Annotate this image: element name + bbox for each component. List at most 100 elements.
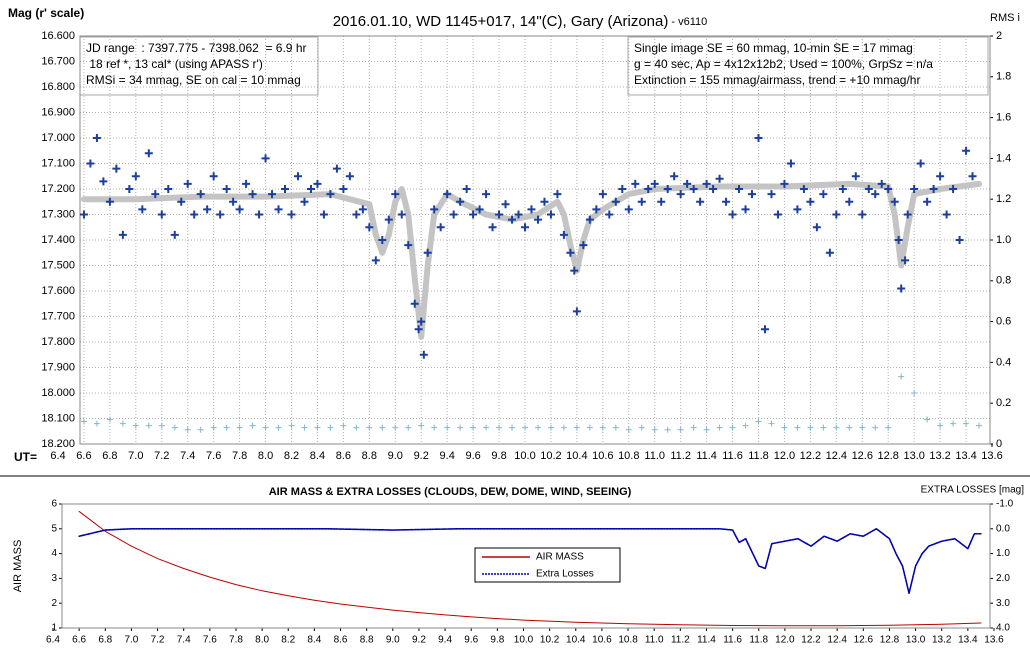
data-point <box>936 172 945 181</box>
data-point <box>851 172 860 181</box>
data-point <box>894 236 903 244</box>
data-point <box>340 422 347 429</box>
x-tick-label: 8.6 <box>334 635 348 646</box>
data-point <box>509 424 516 431</box>
x-tick-label: 9.2 <box>412 635 426 646</box>
data-point <box>197 426 204 433</box>
data-point <box>105 197 114 206</box>
data-point <box>625 426 632 433</box>
data-point <box>690 424 697 431</box>
x-tick-label: 12.0 <box>775 635 795 646</box>
data-line <box>78 528 982 595</box>
x-tick-label: 11.2 <box>671 635 690 646</box>
x-tick-label: 8.4 <box>310 450 325 462</box>
data-point <box>274 205 283 214</box>
title-version: - v6110 <box>668 16 707 28</box>
data-point <box>138 205 147 214</box>
data-point <box>924 416 931 423</box>
x-tick-label: 8.4 <box>307 635 321 646</box>
x-tick-label: 9.8 <box>490 635 504 646</box>
x-tick-label: 9.4 <box>438 635 452 646</box>
y2-tick-label: 0.4 <box>996 356 1011 368</box>
data-point <box>683 179 692 188</box>
data-point <box>235 205 244 214</box>
data-point <box>950 420 957 427</box>
x-tick-label: 10.2 <box>540 450 561 462</box>
x-tick-label: 8.2 <box>281 635 295 646</box>
data-point <box>533 215 542 224</box>
x-tick-label: 8.8 <box>360 635 374 646</box>
data-point <box>301 424 308 431</box>
data-point <box>903 210 912 219</box>
data-point <box>216 210 225 219</box>
data-point <box>812 223 821 232</box>
data-point <box>391 190 400 199</box>
x-tick-label: 6.4 <box>50 450 65 462</box>
data-point <box>546 210 555 219</box>
data-point <box>579 241 588 250</box>
y-tick-label: 18.000 <box>41 387 75 399</box>
data-point <box>923 197 932 206</box>
x-tick-label: 9.0 <box>386 635 400 646</box>
data-point <box>833 424 840 431</box>
data-point <box>158 422 165 429</box>
x-tick-label: 7.2 <box>151 635 165 646</box>
y2-tick-label: 1.6 <box>996 112 1011 124</box>
data-point <box>196 190 205 199</box>
data-point <box>599 424 606 431</box>
x-tick-label: 7.4 <box>177 635 191 646</box>
x-tick-label: 7.4 <box>180 450 195 462</box>
data-point <box>99 177 108 186</box>
data-point <box>496 424 503 431</box>
data-point <box>618 185 627 193</box>
data-point <box>288 422 295 429</box>
y-axis-label: Mag (r' scale) <box>8 6 84 20</box>
data-point <box>339 185 348 193</box>
data-point <box>456 197 465 206</box>
data-point <box>444 424 451 431</box>
data-point <box>236 424 243 431</box>
data-point <box>418 422 425 429</box>
x-tick-label: 6.4 <box>46 635 60 646</box>
x-tick-label: 12.8 <box>878 450 899 462</box>
data-point <box>586 424 593 431</box>
data-point <box>281 185 290 193</box>
data-point <box>132 422 139 429</box>
y-tick-label: 16.900 <box>41 106 75 118</box>
data-point <box>80 418 87 425</box>
data-point <box>677 426 684 433</box>
data-line <box>78 510 982 627</box>
data-point <box>916 159 925 168</box>
x-tick-label: 9.4 <box>440 450 455 462</box>
data-point <box>592 205 601 214</box>
data-point <box>611 197 620 206</box>
y2-tick-label: 0.0 <box>996 523 1010 534</box>
data-point <box>742 422 749 429</box>
legend-label: Extra Losses <box>536 569 594 580</box>
x-tick-label: 10.4 <box>566 450 587 462</box>
data-point <box>397 210 406 219</box>
data-point <box>410 299 419 308</box>
data-point <box>540 197 549 206</box>
data-point <box>229 197 238 206</box>
x-tick-label: 7.8 <box>229 635 243 646</box>
data-point <box>379 424 386 431</box>
x-tick-label: 12.8 <box>880 635 900 646</box>
data-point <box>249 422 256 429</box>
y-tick-label: 16.600 <box>41 30 75 42</box>
chart-title: AIR MASS & EXTRA LOSSES (CLOUDS, DEW, DO… <box>269 486 632 498</box>
data-point <box>570 266 579 275</box>
data-point <box>248 190 257 199</box>
x-tick-label: 11.8 <box>748 450 769 462</box>
data-point <box>365 223 374 232</box>
data-point <box>255 210 264 219</box>
data-point <box>755 418 762 425</box>
data-point <box>794 424 801 431</box>
y2-tick-label: 1.0 <box>996 234 1011 246</box>
data-point <box>872 424 879 431</box>
x-axis-label: UT= <box>14 450 37 464</box>
data-point <box>131 172 140 181</box>
y-tick-label: 17.200 <box>41 183 75 195</box>
data-point <box>605 210 614 219</box>
